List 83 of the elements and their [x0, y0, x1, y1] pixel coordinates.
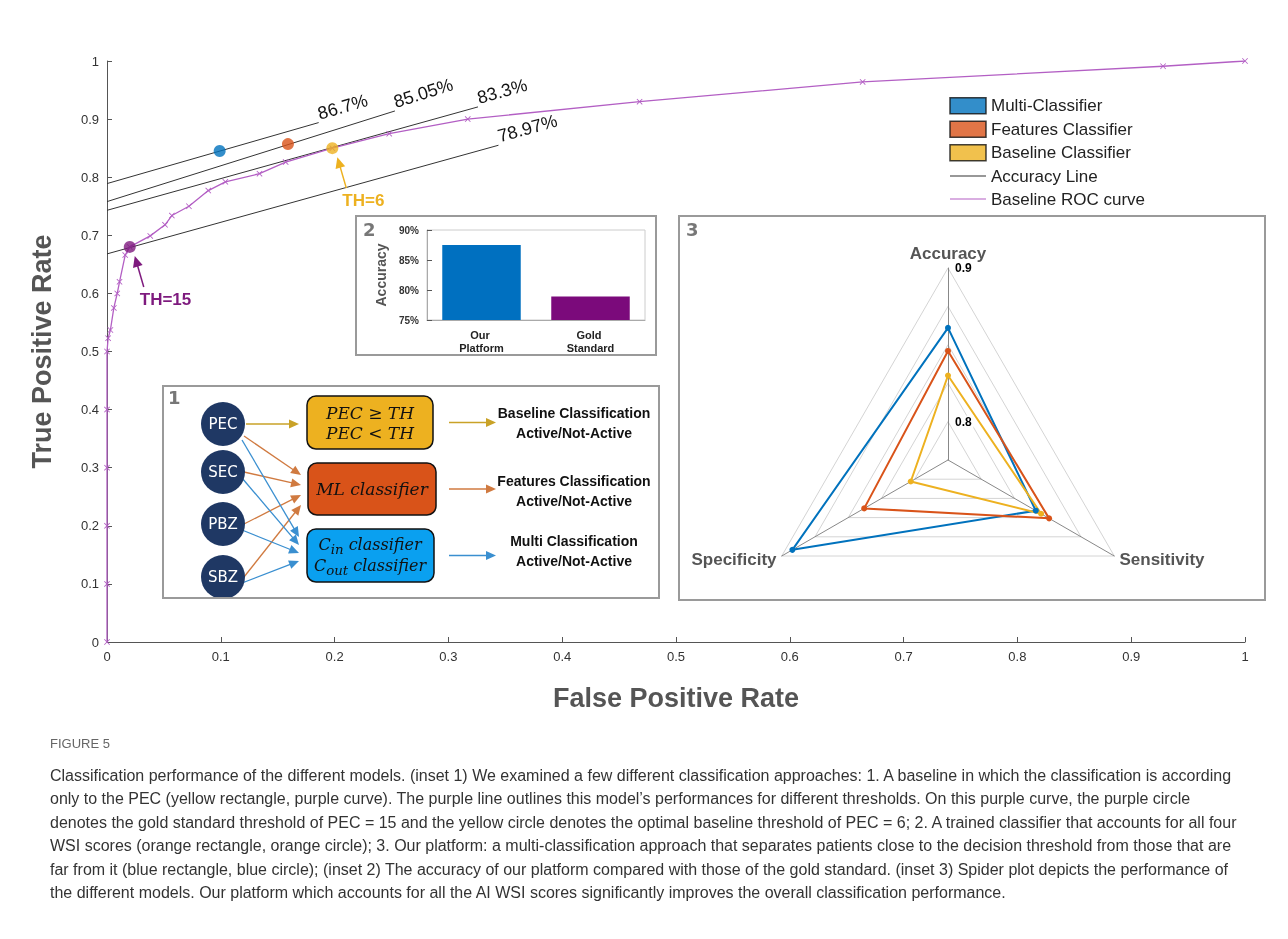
annotation: PEC ≥ TH [325, 403, 415, 423]
legend-label: Multi-Classifier [991, 96, 1103, 116]
annotation: 3 [686, 219, 699, 240]
point [110, 304, 117, 311]
point [185, 203, 192, 210]
x-tick-label: 0.3 [439, 649, 458, 664]
annotation: Active/Not-Active [516, 493, 632, 509]
annotation: SBZ [207, 568, 239, 586]
annotation: PEC < TH [325, 423, 415, 443]
point [104, 522, 110, 529]
y-tick-label: 0.2 [80, 518, 99, 534]
y-tick-label: 75% [398, 314, 420, 326]
annotation: 78.97% [495, 110, 560, 147]
x-tick-label: 0.8 [1008, 649, 1027, 664]
annotation: Baseline Classification [497, 405, 651, 421]
y-tick-label: 0.3 [80, 460, 99, 476]
x-tick-label: 0.7 [894, 649, 913, 664]
annotation: TH=15 [139, 289, 192, 309]
y-tick-label: 0.6 [80, 285, 99, 301]
annotation: ML classifier [316, 479, 428, 499]
point [162, 221, 169, 228]
y-tick-label: 1 [91, 53, 99, 69]
x-tick-label: 0.6 [780, 649, 799, 664]
y-axis-title: Accuracy [373, 243, 390, 307]
y-tick-label: 0.8 [80, 169, 99, 185]
legend-label: Baseline Classifier [991, 143, 1132, 163]
annotation: SEC [208, 463, 238, 481]
text: Classification performance of the different models. (inset 1) We examined a few different classification approaches: 1. A baseline in which the classification is according only to the PEC (yellow rectangle, purple curve). The purple line outlines this model’s performances for different thresholds. On this purple curve, the purple circle denotes the gold standard threshold of PEC = 15 and the yellow circle denotes the optimal baseline threshold of PEC = 6; 2. A trained classifier that accounts for all four WSI scores (orange rectangle, orange circle); 3. Our platform: a multi-classification approach that separates patients close to the decision threshold from those that are far from it (blue rectangle, blue circle); (inset 2) The accuracy of our platform compared with those of the gold standard. (inset 3) Spider plot depicts the performance of the different models. Our platform which accounts for all the AI WSI scores significantly improves the overall classification performance. [50, 765, 1238, 903]
annotation: 86.7% [315, 90, 370, 124]
annotation: TH=6 [342, 191, 385, 211]
annotation: Active/Not-Active [516, 553, 632, 569]
annotation: 2 [363, 219, 376, 240]
point [281, 138, 294, 151]
annotation: PBZ [208, 515, 238, 533]
x-tick-label: 0.4 [553, 649, 572, 664]
point [282, 159, 289, 166]
annotation: 83.3% [474, 74, 530, 108]
annotation: PEC [208, 415, 238, 433]
y-tick-label: 0.9 [80, 111, 99, 127]
point [122, 252, 129, 259]
inset-frame: Accuracy Specificity Sensitivity 0.8 0.9 3 [678, 215, 1266, 601]
y-axis-title: True Positive Rate [26, 234, 57, 469]
legend-label: Accuracy Line [991, 166, 1098, 186]
annotation: C$_{in}$ classifier [318, 534, 422, 558]
spoke-label: Sensitivity [1119, 549, 1206, 569]
legend-label: Baseline ROC curve [991, 189, 1146, 209]
point [386, 130, 393, 137]
y-tick-label: 85% [398, 254, 420, 266]
point [104, 580, 110, 587]
point [1160, 63, 1167, 70]
y-tick-label: 90% [398, 224, 420, 236]
x-tick-label: Gold Standard [566, 328, 615, 354]
x-axis-title: False Positive Rate [552, 682, 800, 713]
annotation: Features Classification [497, 473, 651, 489]
x-tick-label: 1 [1241, 649, 1249, 664]
point [859, 78, 866, 85]
caption: FIGURE 5 [50, 735, 111, 753]
point [464, 116, 471, 123]
y-tick-label: 0 [91, 634, 99, 650]
spoke-label: Accuracy [909, 244, 987, 263]
spoke-label: Specificity [691, 549, 778, 569]
point [1242, 58, 1248, 64]
x-tick-label: 0.5 [666, 649, 686, 664]
point [213, 145, 226, 158]
x-tick-label: 0 [103, 649, 111, 664]
x-tick-label: Our Platform [459, 328, 505, 354]
x-tick-label: 0.1 [211, 649, 230, 664]
y-tick-label: 0.1 [80, 576, 99, 592]
annotation: Active/Not-Active [516, 425, 632, 441]
x-tick-label: 0.9 [1122, 649, 1141, 664]
point [147, 232, 154, 239]
y-tick-label: 0.7 [80, 227, 99, 243]
point [107, 327, 114, 333]
point [222, 178, 229, 185]
y-tick-label: 80% [398, 284, 420, 296]
annotation: 1 [168, 387, 181, 408]
y-tick-label: 0.4 [80, 402, 99, 418]
annotation: 85.05% [391, 74, 456, 112]
point [105, 335, 112, 342]
annotation: Multi Classification [510, 533, 638, 549]
legend-label: Features Classifier [991, 119, 1134, 139]
annotation: C$_{out}$ classifier [313, 555, 427, 579]
x-tick-label: 0.2 [325, 649, 344, 664]
